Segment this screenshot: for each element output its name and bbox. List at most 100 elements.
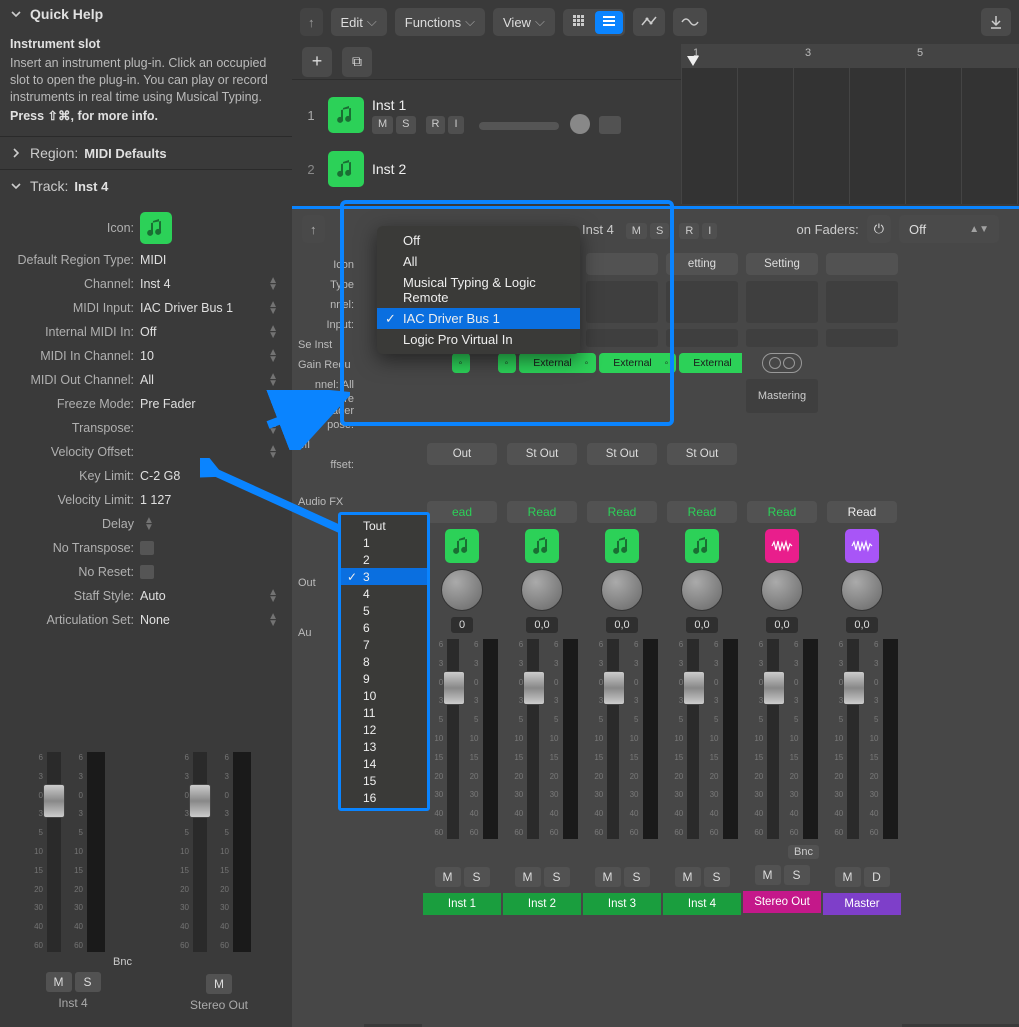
quick-help-header[interactable]: Quick Help bbox=[0, 0, 292, 28]
stepper-icon[interactable]: ▲▼ bbox=[268, 349, 278, 363]
output-button[interactable]: St Out bbox=[667, 443, 737, 465]
staff-value[interactable]: Auto bbox=[140, 589, 268, 603]
pan-knob[interactable] bbox=[681, 569, 723, 611]
solo-button[interactable]: S bbox=[396, 116, 415, 134]
menu-item[interactable]: 8 bbox=[341, 653, 427, 670]
stepper-icon[interactable]: ▲▼ bbox=[268, 589, 278, 603]
instrument-slot[interactable]: External bbox=[679, 353, 747, 373]
pan-knob[interactable] bbox=[601, 569, 643, 611]
output-button[interactable]: St Out bbox=[587, 443, 657, 465]
menu-item[interactable]: 6 bbox=[341, 619, 427, 636]
intmidi-value[interactable]: Off bbox=[140, 325, 268, 339]
menu-item[interactable]: 7 bbox=[341, 636, 427, 653]
pan-knob[interactable] bbox=[441, 569, 483, 611]
notrans-checkbox[interactable] bbox=[140, 541, 154, 555]
automation-button[interactable] bbox=[633, 8, 665, 36]
functions-menu[interactable]: Functions ⌵ bbox=[395, 8, 485, 36]
pan-knob[interactable] bbox=[841, 569, 883, 611]
eq-slot[interactable] bbox=[666, 281, 738, 323]
midichout-value[interactable]: All bbox=[140, 373, 268, 387]
instrument-slot[interactable]: External bbox=[519, 353, 587, 373]
solo-button[interactable]: S bbox=[464, 867, 490, 887]
menu-item[interactable]: 16 bbox=[341, 789, 427, 806]
mute-button[interactable]: M bbox=[372, 116, 393, 134]
solo-button[interactable]: S bbox=[624, 867, 650, 887]
input-button[interactable]: I bbox=[702, 223, 717, 239]
menu-item[interactable]: 9 bbox=[341, 670, 427, 687]
input-button[interactable]: I bbox=[448, 116, 463, 134]
menu-item[interactable]: 3 bbox=[341, 568, 427, 585]
edit-menu[interactable]: Edit ⌵ bbox=[331, 8, 387, 36]
menu-item[interactable]: 12 bbox=[341, 721, 427, 738]
setting-button[interactable] bbox=[826, 253, 898, 275]
setting-button[interactable]: Setting bbox=[746, 253, 818, 275]
menu-item[interactable]: 15 bbox=[341, 772, 427, 789]
input-pill[interactable]: ◦ bbox=[452, 353, 470, 373]
mastering-slot[interactable]: Mastering bbox=[746, 379, 818, 413]
mute-button[interactable]: M bbox=[435, 867, 461, 887]
automation-mode-button[interactable]: Read bbox=[587, 501, 657, 523]
strip-label[interactable]: Inst 1 bbox=[423, 893, 501, 915]
strip-label[interactable]: Master bbox=[823, 893, 901, 915]
fader-cap[interactable] bbox=[43, 784, 65, 818]
mute-button[interactable]: M bbox=[675, 867, 701, 887]
solo-button[interactable]: S bbox=[650, 223, 669, 239]
add-track-button[interactable]: + bbox=[302, 47, 332, 77]
midichin-value[interactable]: 10 bbox=[140, 349, 268, 363]
track-header[interactable]: Track: Inst 4 bbox=[0, 169, 292, 202]
artic-value[interactable]: None bbox=[140, 613, 268, 627]
solo-button[interactable]: S bbox=[75, 972, 101, 992]
midifx-slot[interactable] bbox=[586, 329, 658, 347]
track-icon-slot[interactable] bbox=[140, 212, 172, 244]
drt-value[interactable]: MIDI bbox=[140, 253, 282, 267]
stepper-icon[interactable]: ▲▼ bbox=[268, 325, 278, 339]
input-pill[interactable]: ◦ bbox=[498, 353, 516, 373]
setting-button[interactable]: etting bbox=[666, 253, 738, 275]
dim-button[interactable]: D bbox=[864, 867, 890, 887]
off-dropdown[interactable]: Off▲▼ bbox=[899, 215, 999, 243]
input-pill[interactable]: ◦ bbox=[578, 353, 596, 373]
menu-item-musical-typing[interactable]: Musical Typing & Logic Remote bbox=[377, 272, 580, 308]
record-button[interactable]: R bbox=[426, 116, 446, 134]
menu-item-virtual-in[interactable]: Logic Pro Virtual In bbox=[377, 329, 580, 350]
menu-item[interactable]: 11 bbox=[341, 704, 427, 721]
fader-cap[interactable] bbox=[189, 784, 211, 818]
pan-knob[interactable] bbox=[570, 114, 590, 134]
volume-slider[interactable] bbox=[479, 122, 559, 130]
view-menu[interactable]: View ⌵ bbox=[493, 8, 555, 36]
menu-item[interactable]: 5 bbox=[341, 602, 427, 619]
strip-label[interactable]: Inst 2 bbox=[503, 893, 581, 915]
automation-mode-button[interactable]: Read bbox=[747, 501, 817, 523]
solo-button[interactable]: S bbox=[704, 867, 730, 887]
menu-item[interactable]: Tout bbox=[341, 517, 427, 534]
mute-button[interactable]: M bbox=[755, 865, 781, 885]
stepper-icon[interactable]: ▲▼ bbox=[268, 277, 278, 291]
midiinput-value[interactable]: IAC Driver Bus 1 bbox=[140, 301, 268, 315]
menu-item[interactable]: 14 bbox=[341, 755, 427, 772]
midifx-slot[interactable] bbox=[666, 329, 738, 347]
flex-button[interactable] bbox=[673, 8, 707, 36]
automation-mode-button[interactable]: ead bbox=[427, 501, 497, 523]
pan-knob[interactable] bbox=[761, 569, 803, 611]
strip-label[interactable]: Inst 4 bbox=[663, 893, 741, 915]
eq-slot[interactable] bbox=[746, 281, 818, 323]
output-button[interactable]: Out bbox=[427, 443, 497, 465]
mute-button[interactable]: M bbox=[46, 972, 72, 992]
automation-mode-button[interactable]: Read bbox=[827, 501, 897, 523]
automation-mode-button[interactable]: Read bbox=[507, 501, 577, 523]
eq-slot[interactable] bbox=[826, 281, 898, 323]
noreset-checkbox[interactable] bbox=[140, 565, 154, 579]
channel-value[interactable]: Inst 4 bbox=[140, 277, 268, 291]
stepper-icon[interactable]: ▲▼ bbox=[268, 301, 278, 315]
mute-button[interactable]: M bbox=[515, 867, 541, 887]
record-button[interactable]: R bbox=[679, 223, 699, 239]
arrange-area[interactable] bbox=[681, 68, 1019, 204]
stepper-icon[interactable]: ▲▼ bbox=[144, 517, 154, 531]
power-button[interactable]: ⏻ bbox=[867, 215, 891, 243]
menu-item[interactable]: 2 bbox=[341, 551, 427, 568]
grid-view-button[interactable] bbox=[565, 11, 593, 34]
bnc-button[interactable]: Bnc bbox=[113, 956, 132, 968]
midifx-slot[interactable] bbox=[826, 329, 898, 347]
up-button[interactable]: ↑ bbox=[300, 8, 323, 36]
menu-item-all[interactable]: All bbox=[377, 251, 580, 272]
